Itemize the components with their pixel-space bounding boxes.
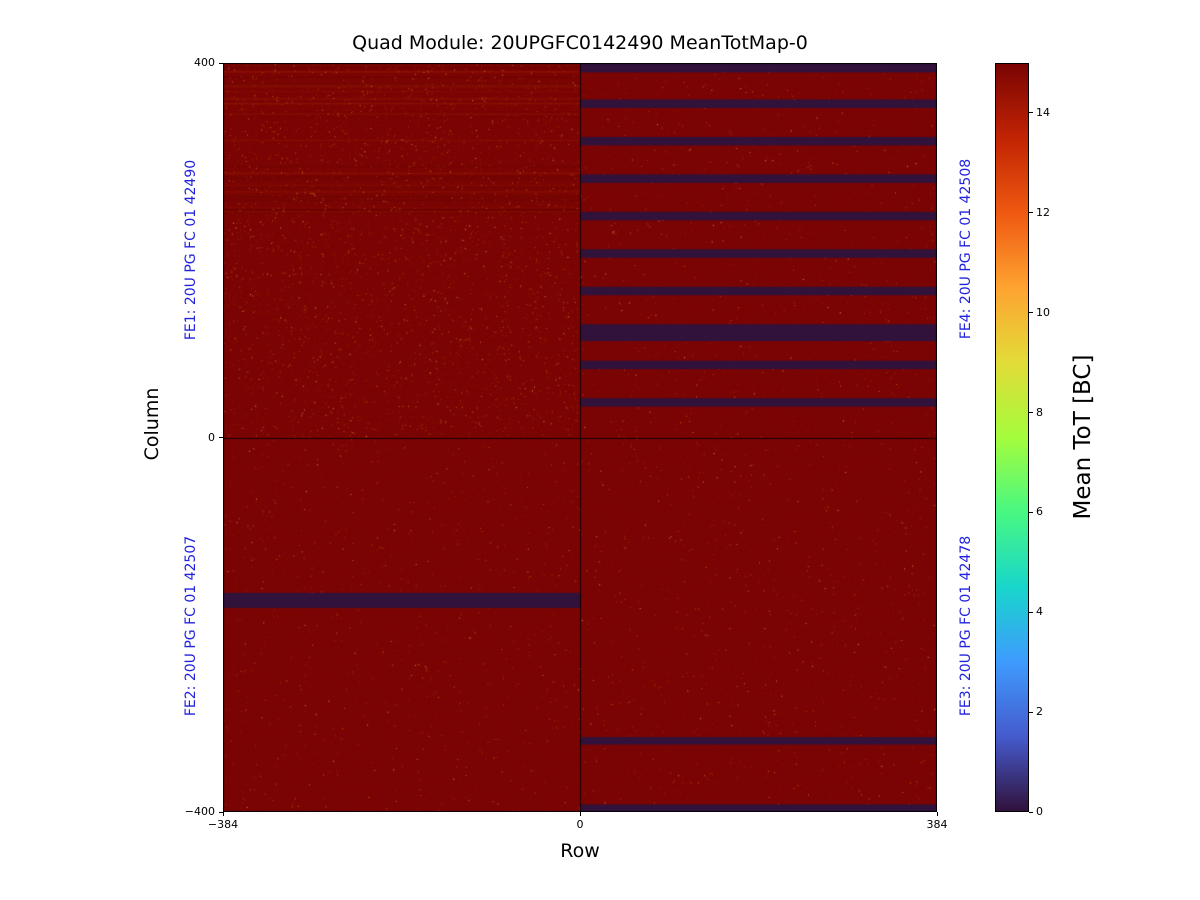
heatmap-canvas: [223, 63, 937, 812]
colorbar-tick-mark: [1029, 412, 1033, 414]
colorbar-tick-label: 8: [1036, 405, 1043, 419]
colorbar-tick-label: 4: [1036, 605, 1043, 619]
colorbar-tick-label: 12: [1036, 205, 1050, 219]
colorbar-tick-mark: [1029, 611, 1033, 613]
chart-title: Quad Module: 20UPGFC0142490 MeanTotMap-0: [352, 32, 808, 54]
y-tick-label: 400: [194, 56, 215, 69]
colorbar-tick-label: 0: [1036, 805, 1043, 818]
y-tick-mark: [219, 437, 223, 438]
fe2-chip-label: FE2: 20U PG FC 01 42507: [183, 535, 199, 717]
y-tick-label: 0: [208, 430, 215, 444]
x-tick-mark: [579, 812, 581, 816]
colorbar-tick-mark: [1029, 511, 1033, 513]
x-tick-mark: [936, 812, 938, 816]
colorbar-tick-mark: [1029, 212, 1033, 214]
colorbar: [995, 63, 1029, 812]
colorbar-tick-label: 2: [1036, 705, 1043, 719]
fe4-chip-label: FE4: 20U PG FC 01 42508: [958, 158, 974, 340]
colorbar-tick-mark: [1029, 811, 1033, 813]
colorbar-tick-mark: [1029, 112, 1033, 114]
colorbar-tick-label: 10: [1036, 305, 1050, 319]
colorbar-tick-mark: [1029, 312, 1033, 314]
y-tick-label: −400: [184, 805, 215, 818]
x-tick-label: −384: [207, 818, 239, 831]
colorbar-tick-mark: [1029, 711, 1033, 713]
colorbar-label: Mean ToT [BC]: [1070, 354, 1096, 520]
x-tick-label: 0: [576, 818, 584, 831]
y-tick-mark: [219, 811, 223, 813]
colorbar-tick-label: 6: [1036, 505, 1043, 519]
x-tick-mark: [222, 812, 224, 816]
y-tick-mark: [219, 62, 223, 64]
y-axis-label: Column: [141, 387, 163, 461]
x-axis-label: Row: [560, 840, 600, 862]
x-tick-label: 384: [926, 818, 948, 831]
fe3-chip-label: FE3: 20U PG FC 01 42478: [958, 535, 974, 717]
colorbar-tick-label: 14: [1036, 105, 1050, 119]
heatmap-plot-area: [223, 63, 937, 812]
fe1-chip-label: FE1: 20U PG FC 01 42490: [183, 159, 199, 341]
